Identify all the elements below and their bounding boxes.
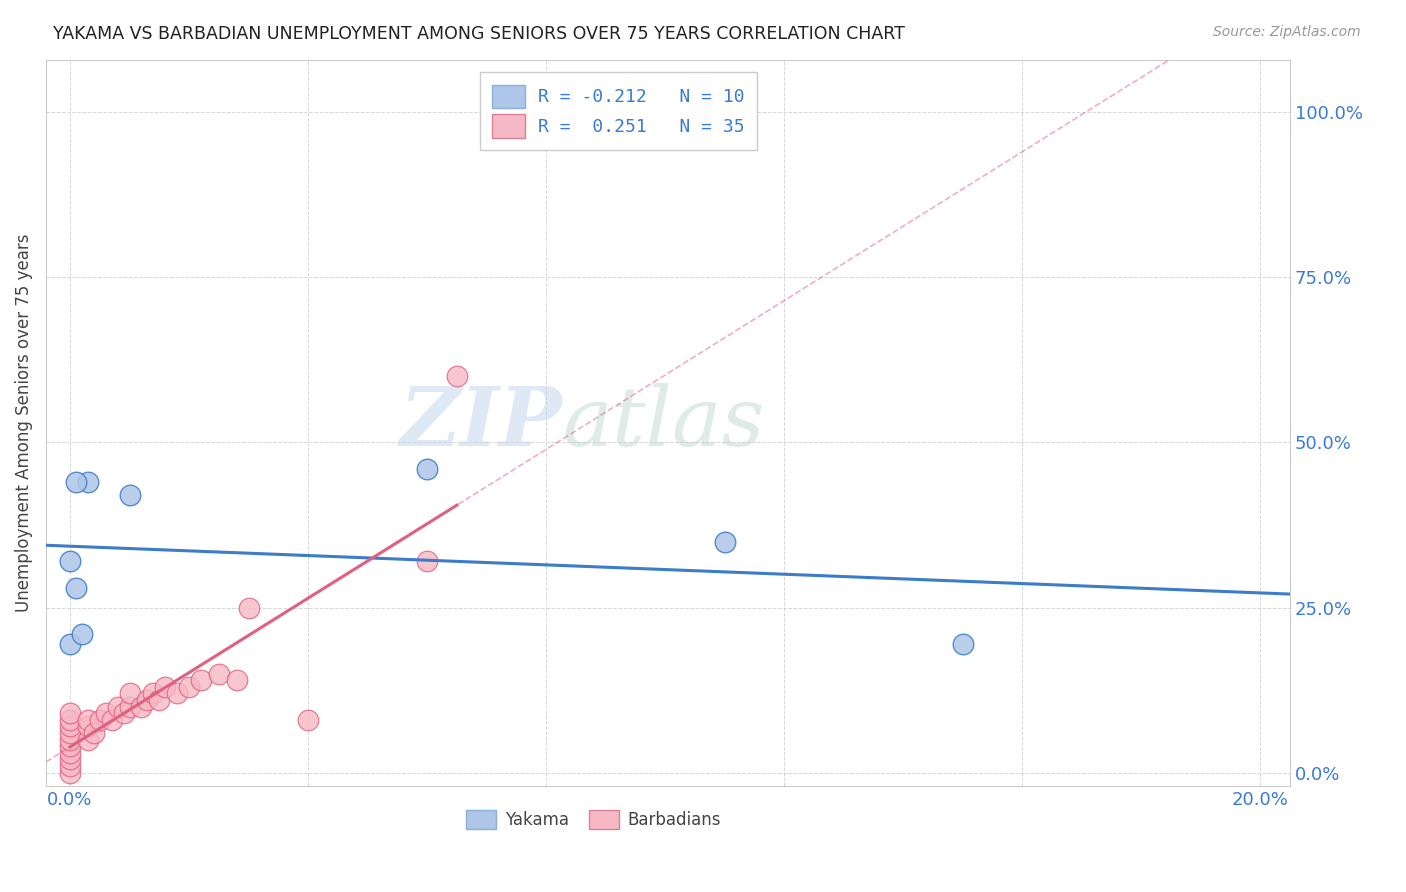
Point: [94, 706, 117, 721]
Point: [59, 746, 82, 760]
Point: [76, 475, 98, 489]
Point: [76, 732, 98, 747]
Point: [59, 554, 82, 568]
Point: [208, 666, 231, 681]
Point: [297, 713, 319, 727]
Point: [416, 554, 439, 568]
Point: [446, 369, 468, 384]
Point: [89, 713, 111, 727]
Point: [83, 726, 105, 740]
Point: [65, 475, 87, 489]
Point: [142, 686, 165, 700]
Point: [166, 686, 188, 700]
Point: [118, 488, 141, 502]
Point: [59, 726, 82, 740]
Point: [59, 713, 82, 727]
Point: [713, 534, 735, 549]
Point: [70, 627, 93, 641]
Point: [65, 581, 87, 595]
Text: atlas: atlas: [562, 383, 765, 463]
Point: [107, 699, 129, 714]
Y-axis label: Unemployment Among Seniors over 75 years: Unemployment Among Seniors over 75 years: [15, 234, 32, 612]
Point: [238, 600, 260, 615]
Point: [131, 699, 153, 714]
Text: YAKAMA VS BARBADIAN UNEMPLOYMENT AMONG SENIORS OVER 75 YEARS CORRELATION CHART: YAKAMA VS BARBADIAN UNEMPLOYMENT AMONG S…: [53, 25, 905, 43]
Point: [59, 759, 82, 773]
Point: [136, 693, 159, 707]
Point: [225, 673, 247, 688]
Point: [112, 706, 135, 721]
Point: [148, 693, 170, 707]
Point: [952, 637, 974, 651]
Point: [59, 765, 82, 780]
Point: [76, 719, 98, 733]
Point: [59, 719, 82, 733]
Point: [76, 713, 98, 727]
Point: [59, 706, 82, 721]
Point: [100, 713, 122, 727]
Point: [59, 732, 82, 747]
Text: ZIP: ZIP: [399, 383, 562, 463]
Point: [177, 680, 200, 694]
Point: [59, 637, 82, 651]
Legend: Yakama, Barbadians: Yakama, Barbadians: [460, 803, 727, 836]
Point: [118, 699, 141, 714]
Point: [155, 680, 177, 694]
Point: [59, 739, 82, 754]
Point: [416, 462, 439, 476]
Point: [190, 673, 212, 688]
Point: [59, 752, 82, 766]
Text: Source: ZipAtlas.com: Source: ZipAtlas.com: [1213, 25, 1361, 39]
Point: [118, 686, 141, 700]
